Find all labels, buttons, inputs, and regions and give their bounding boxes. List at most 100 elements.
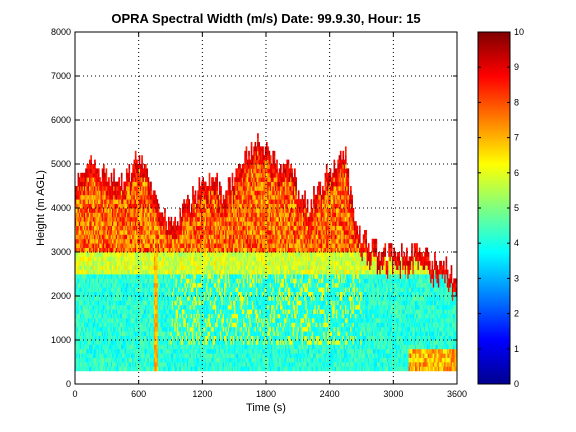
heatmap-cell [208,247,211,253]
heatmap-cell [180,282,183,288]
heatmap-cell [194,252,197,257]
heatmap-cell [157,256,160,262]
heatmap-cell [136,225,138,231]
heatmap-cell [77,353,80,358]
heatmap-cell [119,234,122,240]
heatmap-cell [122,194,124,200]
heatmap-cell [209,216,212,222]
heatmap-cell [97,216,100,222]
heatmap-cell [159,331,161,336]
heatmap-cell [100,186,103,191]
heatmap-cells [75,133,458,372]
heatmap-cell [201,331,203,336]
heatmap-cell [128,362,131,367]
heatmap-cell [87,335,90,341]
heatmap-cell [142,212,145,218]
heatmap-cell [212,247,215,253]
heatmap-cell [85,247,87,253]
heatmap-cell [164,225,166,231]
heatmap-cell [129,186,132,191]
heatmap-cell [189,287,192,292]
heatmap-cell [131,238,133,244]
heatmap-cell [118,366,120,372]
heatmap-cell [100,287,103,292]
heatmap-cell [142,296,145,301]
heatmap-cell [206,340,208,345]
heatmap-cell [128,296,131,301]
heatmap-cell [129,221,132,226]
heatmap-cell [208,282,211,288]
heatmap-cell [124,265,127,270]
heatmap-cell [101,357,104,363]
heatmap-cell [184,296,187,301]
heatmap-cell [212,366,215,372]
heatmap-cell [138,309,141,314]
heatmap-cell [143,282,146,288]
heatmap-cell [97,177,100,182]
heatmap-cell [96,177,99,182]
heatmap-cell [147,177,150,182]
heatmap-cell [146,238,148,244]
heatmap-cell [201,221,203,226]
heatmap-cell [212,322,215,328]
heatmap-cell [178,326,180,332]
heatmap-cell [109,274,112,279]
heatmap-cell [192,313,194,319]
heatmap-cell [225,313,227,319]
heatmap-cell [206,357,208,363]
heatmap-cell [99,181,101,187]
heatmap-cell [82,194,85,200]
heatmap-cell [170,260,173,266]
heatmap-cell [150,309,152,314]
heatmap-cell [125,186,128,191]
heatmap-cell [138,274,141,279]
heatmap-cell [160,212,162,218]
heatmap-cell [139,208,142,213]
heatmap-cell [80,256,82,262]
heatmap-cell [159,291,161,297]
heatmap-cell [171,340,174,345]
heatmap-cell [198,287,201,292]
heatmap-cell [115,322,118,328]
heatmap-cell [147,260,150,266]
heatmap-cell [125,287,128,292]
heatmap-cell [81,296,84,301]
heatmap-cell [175,296,178,301]
heatmap-cell [167,225,170,231]
heatmap-cell [171,287,174,292]
heatmap-cell [118,322,120,328]
heatmap-cell [146,221,148,226]
heatmap-cell [190,331,193,336]
heatmap-cell [108,291,110,297]
heatmap-cell [157,309,160,314]
heatmap-cell [160,287,162,292]
heatmap-cell [133,318,136,323]
heatmap-cell [119,348,122,354]
heatmap-cell [167,313,170,319]
heatmap-cell [221,252,224,257]
heatmap-cell [188,357,190,363]
heatmap-cell [151,230,154,235]
heatmap-cell [97,344,100,350]
heatmap-cell [82,340,85,345]
heatmap-cell [160,366,162,372]
heatmap-cell [193,287,196,292]
heatmap-cell [97,269,100,275]
heatmap-cell [87,252,90,257]
heatmap-cell [151,287,154,292]
heatmap-cell [109,322,112,328]
heatmap-cell [216,199,219,204]
heatmap-cell [81,366,84,372]
heatmap-cell [120,318,123,323]
heatmap-cell [207,221,210,226]
heatmap-cell [157,366,160,372]
heatmap-cell [87,212,90,218]
heatmap-cell [123,287,126,292]
heatmap-cell [150,269,152,275]
heatmap-cell [85,300,87,306]
heatmap-cell [103,313,105,319]
heatmap-cell [160,309,162,314]
heatmap-cell [223,340,226,345]
heatmap-cell [82,366,85,372]
